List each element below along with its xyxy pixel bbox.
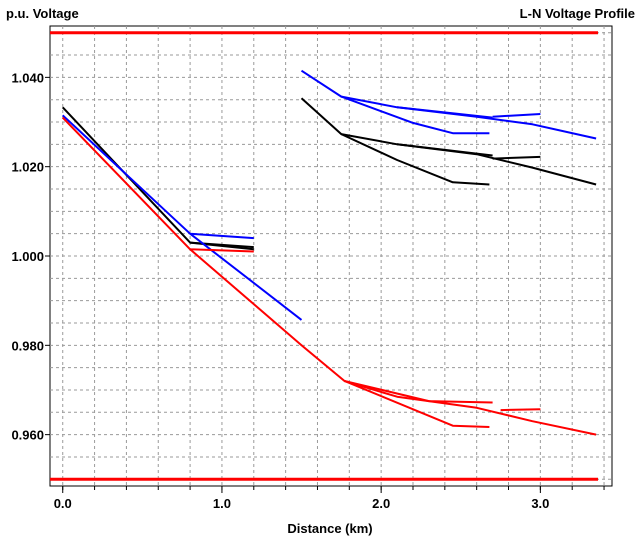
x-tick-label: 2.0 <box>372 496 390 511</box>
voltage-series-line <box>340 95 490 135</box>
chart-title: L-N Voltage Profile <box>520 6 635 21</box>
x-axis-ticks: 0.0 1.0 2.0 3.0 <box>54 486 605 511</box>
y-tick-label: 1.020 <box>11 160 44 175</box>
voltage-series-line <box>189 241 254 251</box>
x-tick-label: 0.0 <box>54 496 72 511</box>
voltage-series-line <box>344 380 597 436</box>
voltage-series-line <box>396 143 597 186</box>
y-axis-title: p.u. Voltage <box>6 6 79 21</box>
voltage-series-line <box>396 106 597 140</box>
voltage-series-line <box>492 155 541 160</box>
limit-lines <box>50 31 598 481</box>
voltage-series-line <box>344 380 490 428</box>
y-tick-label: 1.040 <box>11 70 44 85</box>
grid <box>50 26 612 486</box>
y-axis-ticks: 1.040 1.020 1.000 0.980 0.960 <box>11 70 50 443</box>
y-tick-label: 0.960 <box>11 428 44 443</box>
series-lines <box>61 69 597 436</box>
x-tick-label: 3.0 <box>531 496 549 511</box>
voltage-series-line <box>340 133 490 186</box>
x-tick-label: 1.0 <box>213 496 231 511</box>
voltage-series-line <box>189 232 303 321</box>
voltage-series-line <box>492 113 541 118</box>
y-tick-label: 0.980 <box>11 338 44 353</box>
y-tick-label: 1.000 <box>11 249 44 264</box>
x-axis-label: Distance (km) <box>287 521 372 536</box>
voltage-series-line <box>500 408 541 412</box>
